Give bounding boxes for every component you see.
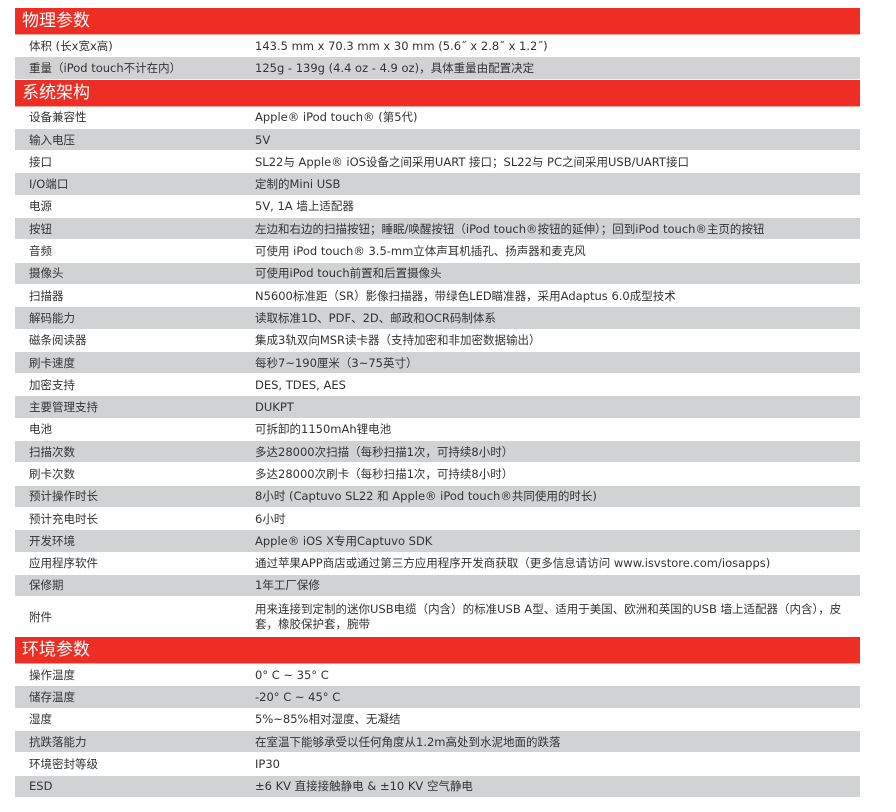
spec-value: 可拆卸的1150mAh锂电池 bbox=[255, 422, 392, 437]
spec-value: 通过苹果APP商店或通过第三方应用程序开发商获取（更多信息请访问 www.isv… bbox=[255, 556, 771, 571]
spec-label: 电池 bbox=[29, 422, 52, 437]
spec-value: 集成3轨双向MSR读卡器（支持加密和非加密数据输出） bbox=[255, 333, 541, 348]
spec-row: 输入电压 5V bbox=[15, 128, 860, 152]
spec-row: 按钮 左边和右边的扫描按钮；睡眠/唤醒按钮（iPod touch®按钮的延伸）；回… bbox=[15, 218, 860, 241]
spec-row: 摄像头 可使用iPod touch前置和后置摄像头 bbox=[15, 262, 860, 285]
spec-table: 物理参数体积 (长x宽x高) 143.5 mm x 70.3 mm x 30 mm… bbox=[15, 8, 860, 798]
spec-value: 0° C ~ 35° C bbox=[255, 667, 329, 682]
spec-label: 开发环境 bbox=[29, 533, 75, 548]
spec-row: 附件 用来连接到定制的迷你USB电缆（内含）的标准USB A型、适用于美国、欧洲和… bbox=[15, 597, 860, 638]
spec-label: 刷卡次数 bbox=[29, 466, 75, 481]
spec-label: 音频 bbox=[29, 244, 52, 259]
spec-value: 5V bbox=[255, 132, 271, 147]
spec-label: 输入电压 bbox=[29, 132, 75, 147]
spec-value: 5V, 1A 墙上适配器 bbox=[255, 199, 354, 214]
spec-label: 设备兼容性 bbox=[29, 110, 87, 125]
spec-row: 体积 (长x宽x高) 143.5 mm x 70.3 mm x 30 mm (5.… bbox=[15, 35, 860, 58]
spec-row: 主要管理支持 DUKPT bbox=[15, 396, 860, 419]
spec-row: 扫描器 N5600标准距（SR）影像扫描器，带绿色LED瞄准器，采用Adaptus… bbox=[15, 285, 860, 308]
spec-value: 读取标准1D、PDF、2D、邮政和OCR码制体系 bbox=[255, 310, 496, 325]
spec-value: 多达28000次扫描（每秒扫描1次，可持续8小时） bbox=[255, 444, 514, 459]
spec-row: 接口 SL22与 Apple® iOS设备之间采用UART 接口；SL22与 PC… bbox=[15, 151, 860, 174]
spec-row: 音频 可使用 iPod touch® 3.5-mm立体声耳机插孔、扬声器和麦克风 bbox=[15, 240, 860, 263]
spec-value: -20° C ~ 45° C bbox=[255, 690, 341, 705]
spec-value: Apple® iOS X专用Captuvo SDK bbox=[255, 533, 433, 548]
spec-row: 湿度 5%~85%相对湿度、无凝结 bbox=[15, 709, 860, 732]
spec-row: 抗跌落能力 在室温下能够承受以任何角度从1.2m高处到水泥地面的跌落 bbox=[15, 731, 860, 754]
spec-row: 储存温度 -20° C ~ 45° C bbox=[15, 686, 860, 709]
spec-value: 定制的Mini USB bbox=[255, 177, 341, 192]
spec-label: 重量（iPod touch不计在内） bbox=[29, 60, 182, 75]
spec-row: 操作温度 0° C ~ 35° C bbox=[15, 664, 860, 687]
spec-label: 湿度 bbox=[29, 712, 52, 727]
spec-value: DES, TDES, AES bbox=[255, 377, 346, 392]
spec-row: 磁条阅读器 集成3轨双向MSR读卡器（支持加密和非加密数据输出） bbox=[15, 330, 860, 352]
spec-row: 刷卡速度 每秒7~190厘米（3~75英寸） bbox=[15, 351, 860, 375]
spec-row: 加密支持 DES, TDES, AES bbox=[15, 374, 860, 397]
spec-row: 环境密封等级 IP30 bbox=[15, 753, 860, 776]
spec-value: 可使用iPod touch前置和后置摄像头 bbox=[255, 266, 442, 281]
spec-label: 加密支持 bbox=[29, 377, 75, 392]
spec-row: ESD ±6 KV 直接接触静电 & ±10 KV 空气静电 bbox=[15, 775, 860, 798]
section-header: 系统架构 bbox=[15, 79, 860, 107]
spec-label: 附件 bbox=[29, 609, 52, 624]
spec-row: 预计充电时长 6小时 bbox=[15, 508, 860, 531]
spec-label: I/O端口 bbox=[29, 177, 69, 192]
spec-row: 电源 5V, 1A 墙上适配器 bbox=[15, 196, 860, 219]
spec-value: 每秒7~190厘米（3~75英寸） bbox=[255, 355, 418, 370]
spec-label: 环境密封等级 bbox=[29, 756, 98, 771]
spec-value: 8小时 (Captuvo SL22 和 Apple® iPod touch®共同… bbox=[255, 489, 597, 504]
spec-row: 扫描次数 多达28000次扫描（每秒扫描1次，可持续8小时） bbox=[15, 441, 860, 464]
spec-row: 预计操作时长 8小时 (Captuvo SL22 和 Apple® iPod to… bbox=[15, 485, 860, 508]
spec-value: 6小时 bbox=[255, 511, 286, 526]
spec-value: 多达28000次刷卡（每秒扫描1次，可持续8小时） bbox=[255, 466, 514, 481]
spec-label: 预计充电时长 bbox=[29, 511, 98, 526]
spec-label: 解码能力 bbox=[29, 310, 75, 325]
spec-label: 保修期 bbox=[29, 578, 64, 593]
section-header: 环境参数 bbox=[15, 637, 860, 665]
spec-label: 体积 (长x宽x高) bbox=[29, 38, 113, 53]
spec-value: 1年工厂保修 bbox=[255, 578, 320, 593]
spec-value: 125g - 139g (4.4 oz - 4.9 oz)，具体重量由配置决定 bbox=[255, 60, 535, 75]
spec-row: 解码能力 读取标准1D、PDF、2D、邮政和OCR码制体系 bbox=[15, 307, 860, 330]
spec-label: 扫描次数 bbox=[29, 444, 75, 459]
spec-value: 5%~85%相对湿度、无凝结 bbox=[255, 712, 401, 727]
spec-row: 应用程序软件 通过苹果APP商店或通过第三方应用程序开发商获取（更多信息请访问 w… bbox=[15, 553, 860, 575]
spec-label: 预计操作时长 bbox=[29, 489, 98, 504]
spec-row: 重量（iPod touch不计在内） 125g - 139g (4.4 oz - … bbox=[15, 57, 860, 80]
spec-value: 用来连接到定制的迷你USB电缆（内含）的标准USB A型、适用于美国、欧洲和英国… bbox=[255, 601, 842, 631]
spec-value: SL22与 Apple® iOS设备之间采用UART 接口；SL22与 PC之间… bbox=[255, 154, 689, 169]
spec-value: 143.5 mm x 70.3 mm x 30 mm (5.6˝ x 2.8˝ … bbox=[255, 38, 548, 53]
spec-value: ±6 KV 直接接触静电 & ±10 KV 空气静电 bbox=[255, 779, 473, 794]
spec-label: 按钮 bbox=[29, 221, 52, 236]
spec-value: IP30 bbox=[255, 756, 280, 771]
spec-row: 刷卡次数 多达28000次刷卡（每秒扫描1次，可持续8小时） bbox=[15, 463, 860, 486]
spec-label: 接口 bbox=[29, 154, 52, 169]
spec-row: 电池 可拆卸的1150mAh锂电池 bbox=[15, 419, 860, 442]
spec-value: Apple® iPod touch® (第5代) bbox=[255, 110, 418, 125]
spec-value: N5600标准距（SR）影像扫描器，带绿色LED瞄准器，采用Adaptus 6.… bbox=[255, 288, 676, 303]
spec-label: 磁条阅读器 bbox=[29, 333, 87, 348]
spec-label: 操作温度 bbox=[29, 667, 75, 682]
spec-label: 摄像头 bbox=[29, 266, 64, 281]
spec-label: 刷卡速度 bbox=[29, 355, 75, 370]
spec-label: 主要管理支持 bbox=[29, 400, 98, 415]
spec-value: 可使用 iPod touch® 3.5-mm立体声耳机插孔、扬声器和麦克风 bbox=[255, 244, 586, 259]
spec-label: 电源 bbox=[29, 199, 52, 214]
spec-value: 在室温下能够承受以任何角度从1.2m高处到水泥地面的跌落 bbox=[255, 734, 561, 749]
spec-label: 抗跌落能力 bbox=[29, 734, 87, 749]
section-header: 物理参数 bbox=[15, 8, 860, 35]
spec-row: 开发环境 Apple® iOS X专用Captuvo SDK bbox=[15, 530, 860, 553]
spec-row: I/O端口 定制的Mini USB bbox=[15, 173, 860, 196]
spec-row: 设备兼容性 Apple® iPod touch® (第5代) bbox=[15, 107, 860, 129]
spec-label: ESD bbox=[29, 779, 53, 794]
spec-row: 保修期 1年工厂保修 bbox=[15, 574, 860, 598]
spec-label: 应用程序软件 bbox=[29, 556, 98, 571]
spec-label: 储存温度 bbox=[29, 690, 75, 705]
spec-label: 扫描器 bbox=[29, 288, 64, 303]
spec-value: DUKPT bbox=[255, 400, 294, 415]
spec-value: 左边和右边的扫描按钮；睡眠/唤醒按钮（iPod touch®按钮的延伸）；回到i… bbox=[255, 221, 765, 236]
